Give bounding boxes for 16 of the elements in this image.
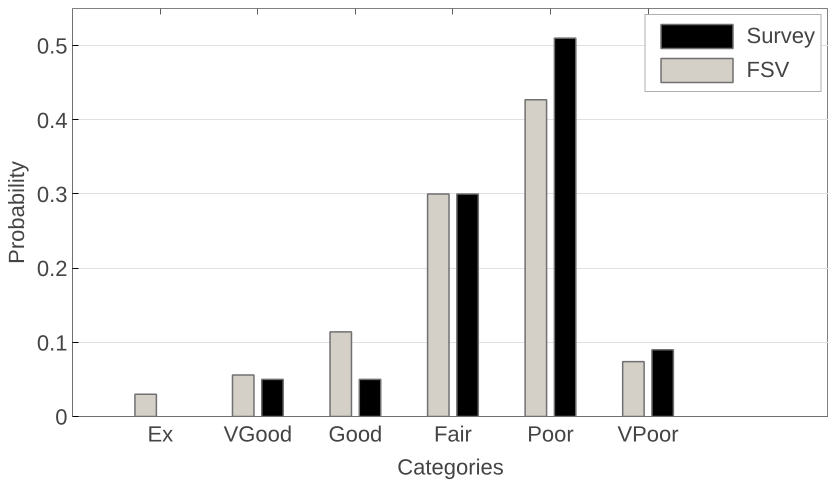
y-tick-label: 0.4: [36, 108, 68, 133]
x-tick-label: Good: [328, 422, 382, 446]
legend-label: FSV: [746, 57, 790, 83]
y-tick-label: 0: [55, 404, 68, 430]
y-tick-label: 0.1: [36, 330, 68, 356]
x-tick-label: VPoor: [617, 422, 679, 446]
x-tick-label: Poor: [527, 422, 574, 446]
x-tick-label: Ex: [147, 422, 174, 446]
y-tick-label: 0.3: [36, 182, 68, 207]
x-tick-label: Fair: [434, 422, 472, 446]
y-tick-label: 0.5: [36, 34, 68, 59]
y-axis-title: Probability: [4, 161, 29, 264]
x-axis-title: Categories: [397, 454, 504, 480]
x-tick-label: VGood: [224, 422, 292, 446]
y-tick-label: 0.2: [36, 256, 68, 282]
legend-label: Survey: [746, 23, 815, 49]
